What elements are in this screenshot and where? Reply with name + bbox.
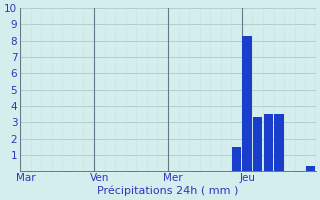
X-axis label: Précipitations 24h ( mm ): Précipitations 24h ( mm ): [97, 185, 239, 196]
Bar: [253, 117, 262, 171]
Bar: [306, 166, 315, 171]
Bar: [264, 114, 273, 171]
Bar: [232, 147, 241, 171]
Bar: [243, 36, 252, 171]
Bar: [274, 114, 284, 171]
